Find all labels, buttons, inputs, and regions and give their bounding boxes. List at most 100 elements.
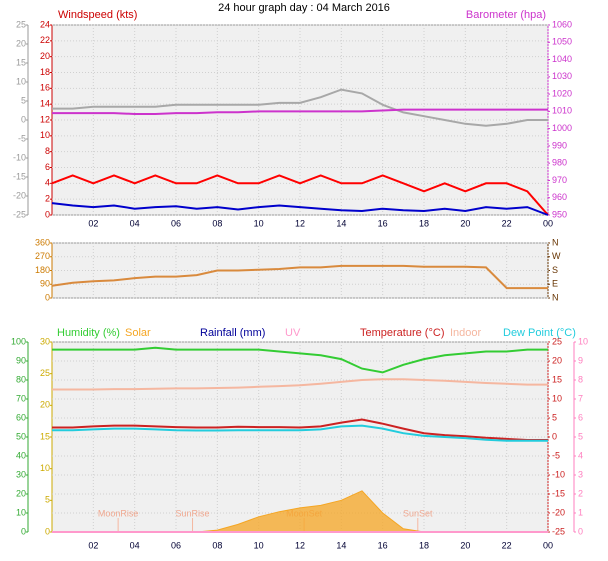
x-tick-label: 12	[295, 218, 305, 228]
line	[52, 378, 548, 391]
y-tick-label: 12	[40, 114, 50, 124]
y-tick-label: 1000	[552, 123, 572, 133]
legend-entry: Temperature (°C)	[360, 327, 444, 339]
line	[51, 264, 548, 290]
y-tick-label: 15	[40, 431, 50, 441]
legend-entry: Humidity (%)	[57, 327, 120, 339]
y-tick-label: 50	[16, 431, 26, 441]
y-tick-label: 90	[40, 279, 50, 289]
chart-title: 24 hour graph day : 04 March 2016	[218, 2, 390, 14]
y-tick-label: N	[552, 237, 559, 247]
x-tick-label: 00	[543, 218, 553, 228]
y-tick-label: 25	[16, 19, 26, 29]
line	[52, 424, 548, 442]
y-tick-label: -20	[13, 190, 26, 200]
y-tick-label: 5	[552, 412, 557, 422]
x-tick-label: 08	[212, 540, 222, 550]
y-tick-label: 18	[40, 67, 50, 77]
y-tick-label: -15	[13, 171, 26, 181]
x-tick-label: 06	[171, 218, 181, 228]
y-tick-label: 270	[35, 251, 50, 261]
line	[52, 108, 548, 115]
legend-entry: UV	[285, 327, 301, 339]
x-tick-label: 02	[88, 218, 98, 228]
y-tick-label: 30	[16, 469, 26, 479]
y-tick-label: 25	[552, 336, 562, 346]
y-tick-label: 1030	[552, 71, 572, 81]
x-tick-label: 04	[130, 218, 140, 228]
x-tick-label: 08	[212, 218, 222, 228]
line	[52, 346, 548, 374]
y-tick-label: 90	[16, 355, 26, 365]
y-tick-label: 2	[578, 488, 583, 498]
legend-entry: Indoor	[450, 327, 482, 339]
y-tick-label: -5	[18, 133, 26, 143]
y-tick-label: 9	[578, 355, 583, 365]
x-tick-label: 16	[378, 540, 388, 550]
y-tick-label: 10	[16, 76, 26, 86]
annotation: SunRise	[176, 508, 210, 518]
y-tick-label: 20	[40, 400, 50, 410]
x-tick-label: 22	[502, 218, 512, 228]
y-tick-label: 1060	[552, 19, 572, 29]
y-tick-label: 40	[16, 450, 26, 460]
y-tick-label: -25	[13, 209, 26, 219]
y-tick-label: 950	[552, 209, 567, 219]
x-tick-label: 20	[460, 540, 470, 550]
y-tick-label: 100	[11, 336, 26, 346]
y-tick-label: N	[552, 292, 559, 302]
y-tick-label: W	[552, 251, 561, 261]
y-tick-label: 0	[21, 526, 26, 536]
x-tick-label: 10	[254, 218, 264, 228]
y-tick-label: 22	[40, 35, 50, 45]
y-tick-label: 6	[578, 412, 583, 422]
y-tick-label: 20	[16, 38, 26, 48]
y-tick-label: 10	[578, 336, 588, 346]
axis-label: Windspeed (kts)	[58, 9, 137, 21]
x-tick-label: 00	[543, 540, 553, 550]
y-tick-label: 8	[578, 374, 583, 384]
y-tick-label: 1040	[552, 54, 572, 64]
y-tick-label: 0	[578, 526, 583, 536]
y-tick-label: 4	[578, 450, 583, 460]
y-tick-label: 30	[40, 336, 50, 346]
line	[51, 202, 549, 216]
y-tick-label: 80	[16, 374, 26, 384]
x-tick-label: 18	[419, 218, 429, 228]
line	[52, 88, 548, 127]
y-tick-label: 0	[21, 114, 26, 124]
y-tick-label: 10	[552, 393, 562, 403]
x-tick-label: 16	[378, 218, 388, 228]
x-tick-label: 04	[130, 540, 140, 550]
y-tick-label: 1	[578, 507, 583, 517]
y-tick-label: 0	[45, 292, 50, 302]
axis-label: Barometer (hpa)	[466, 9, 546, 21]
y-tick-label: -10	[13, 152, 26, 162]
y-tick-label: 60	[16, 412, 26, 422]
y-tick-label: 1010	[552, 106, 572, 116]
x-tick-label: 14	[336, 218, 346, 228]
line	[51, 174, 549, 216]
y-tick-label: 25	[40, 368, 50, 378]
y-tick-label: 990	[552, 140, 567, 150]
y-tick-label: 1020	[552, 88, 572, 98]
y-tick-label: 16	[40, 83, 50, 93]
y-tick-label: 8	[45, 146, 50, 156]
y-tick-label: 0	[45, 526, 50, 536]
legend-entry: Solar	[125, 327, 151, 339]
y-tick-label: 14	[40, 99, 50, 109]
y-tick-label: 10	[40, 130, 50, 140]
x-tick-label: 02	[88, 540, 98, 550]
y-tick-label: 970	[552, 175, 567, 185]
y-tick-label: 1050	[552, 37, 572, 47]
y-tick-label: 20	[552, 355, 562, 365]
y-tick-label: 5	[578, 431, 583, 441]
y-tick-label: 960	[552, 192, 567, 202]
y-tick-label: 980	[552, 158, 567, 168]
x-tick-label: 22	[502, 540, 512, 550]
y-tick-label: 4	[45, 178, 50, 188]
y-tick-label: 7	[578, 393, 583, 403]
y-tick-label: 360	[35, 237, 50, 247]
y-tick-label: 15	[16, 57, 26, 67]
